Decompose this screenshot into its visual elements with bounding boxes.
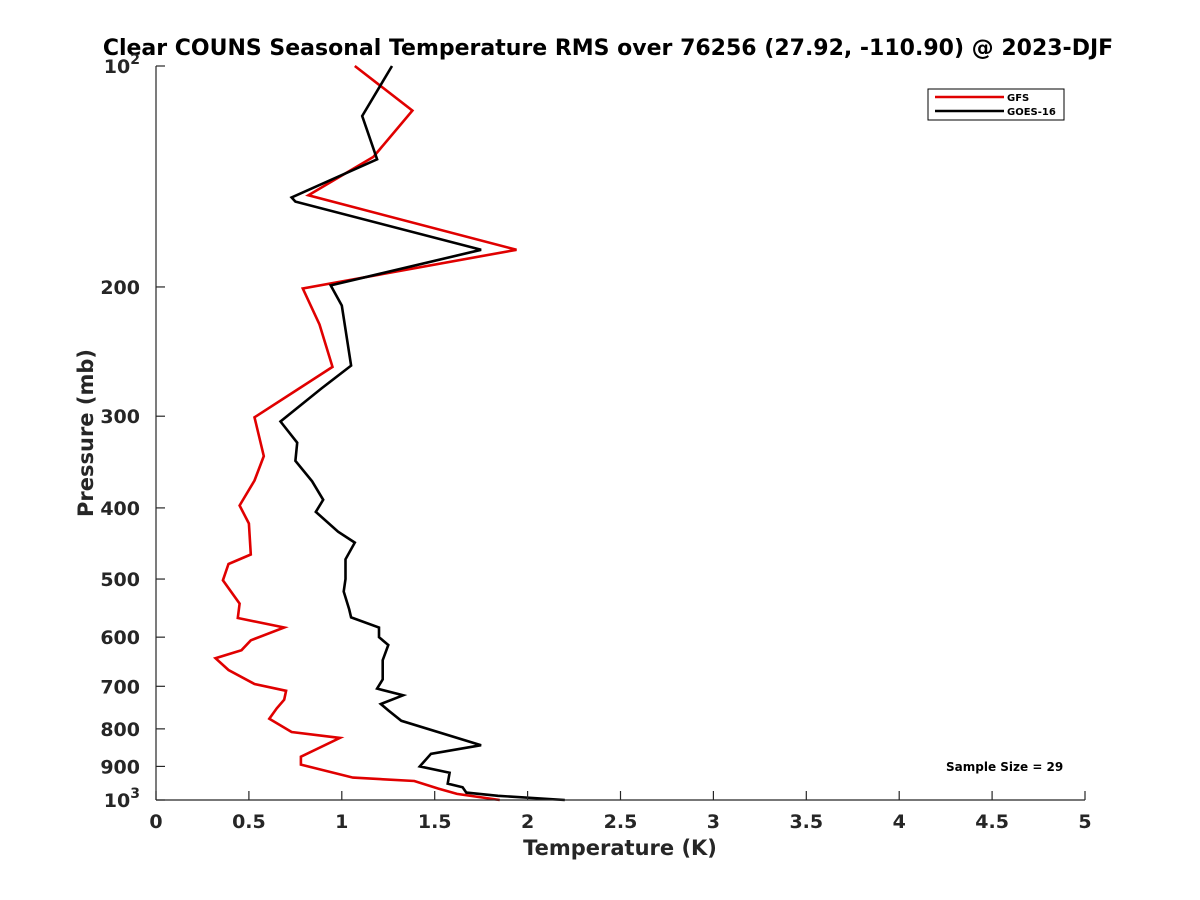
x-tick-label: 2 (521, 811, 534, 833)
x-tick-label: 0 (149, 811, 162, 833)
y-tick-label: 103 (104, 786, 140, 812)
axes (155, 66, 1085, 801)
x-tick-label: 5 (1078, 811, 1091, 833)
x-tick-label: 1.5 (418, 811, 452, 833)
y-ticks: 102 200 300 400 500 600 700 800 900 103 (100, 52, 165, 812)
x-ticks: 0 0.5 1 1.5 2 2.5 3 3.5 4 4.5 5 (149, 791, 1092, 833)
x-tick-label: 3.5 (789, 811, 823, 833)
x-tick-label: 3 (707, 811, 720, 833)
legend-label-gfs: GFS (1007, 93, 1029, 104)
y-tick-label: 500 (100, 569, 140, 591)
x-axis-label: Temperature (K) (523, 836, 717, 860)
series-line-goes16 (278, 65, 565, 802)
x-tick-label: 1 (335, 811, 348, 833)
x-tick-label: 4.5 (975, 811, 1009, 833)
y-tick-label: 900 (100, 756, 140, 778)
x-tick-label: 2.5 (604, 811, 638, 833)
legend-label-goes16: GOES-16 (1007, 107, 1056, 118)
y-axis-label: Pressure (mb) (74, 349, 98, 517)
series-line-gfs (212, 64, 517, 802)
y-tick-label: 300 (100, 406, 140, 428)
legend: GFS GOES-16 (927, 88, 1065, 121)
y-tick-label: 600 (100, 627, 140, 649)
legend-box (927, 88, 1065, 121)
x-tick-label: 0.5 (232, 811, 266, 833)
x-tick-label: 4 (893, 811, 906, 833)
sample-size-annotation: Sample Size = 29 (946, 760, 1063, 774)
y-tick-label: 700 (100, 676, 140, 698)
y-tick-label: 800 (100, 719, 140, 741)
y-tick-label: 200 (100, 277, 140, 299)
chart-title: Clear COUNS Seasonal Temperature RMS ove… (103, 36, 1113, 61)
y-tick-label: 102 (104, 52, 140, 78)
series-lines (212, 64, 565, 802)
y-tick-label: 400 (100, 498, 140, 520)
